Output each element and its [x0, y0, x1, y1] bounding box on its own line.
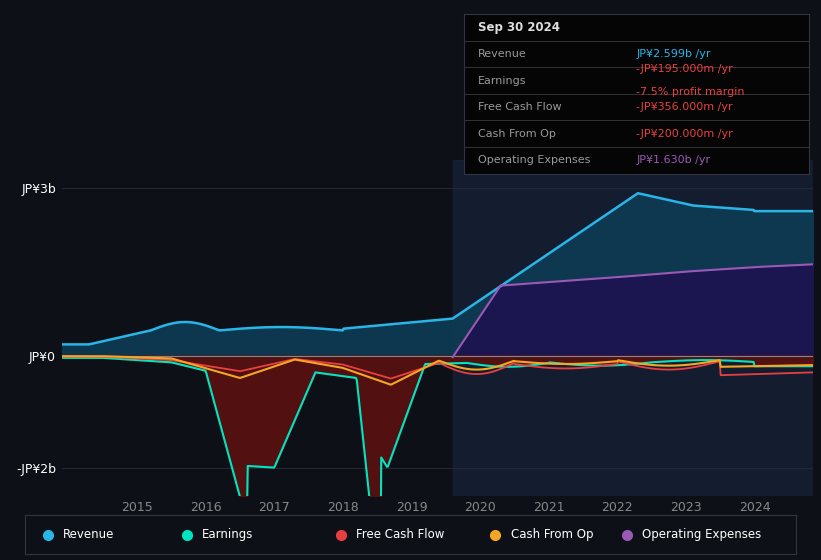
Text: Operating Expenses: Operating Expenses — [478, 155, 590, 165]
Bar — [452, 160, 813, 496]
Text: Revenue: Revenue — [63, 528, 115, 542]
Text: -7.5% profit margin: -7.5% profit margin — [636, 87, 745, 97]
Text: -JP¥195.000m /yr: -JP¥195.000m /yr — [636, 64, 733, 74]
Text: JP¥1.630b /yr: JP¥1.630b /yr — [636, 155, 710, 165]
Text: Cash From Op: Cash From Op — [478, 129, 556, 139]
Text: Cash From Op: Cash From Op — [511, 528, 594, 542]
Text: Sep 30 2024: Sep 30 2024 — [478, 21, 560, 34]
Text: -JP¥356.000m /yr: -JP¥356.000m /yr — [636, 102, 733, 112]
Text: JP¥2.599b /yr: JP¥2.599b /yr — [636, 49, 711, 59]
Text: Revenue: Revenue — [478, 49, 526, 59]
Text: Free Cash Flow: Free Cash Flow — [356, 528, 445, 542]
Text: Earnings: Earnings — [202, 528, 254, 542]
Text: Free Cash Flow: Free Cash Flow — [478, 102, 562, 112]
Text: Operating Expenses: Operating Expenses — [642, 528, 761, 542]
Text: -JP¥200.000m /yr: -JP¥200.000m /yr — [636, 129, 733, 139]
Text: Earnings: Earnings — [478, 76, 526, 86]
